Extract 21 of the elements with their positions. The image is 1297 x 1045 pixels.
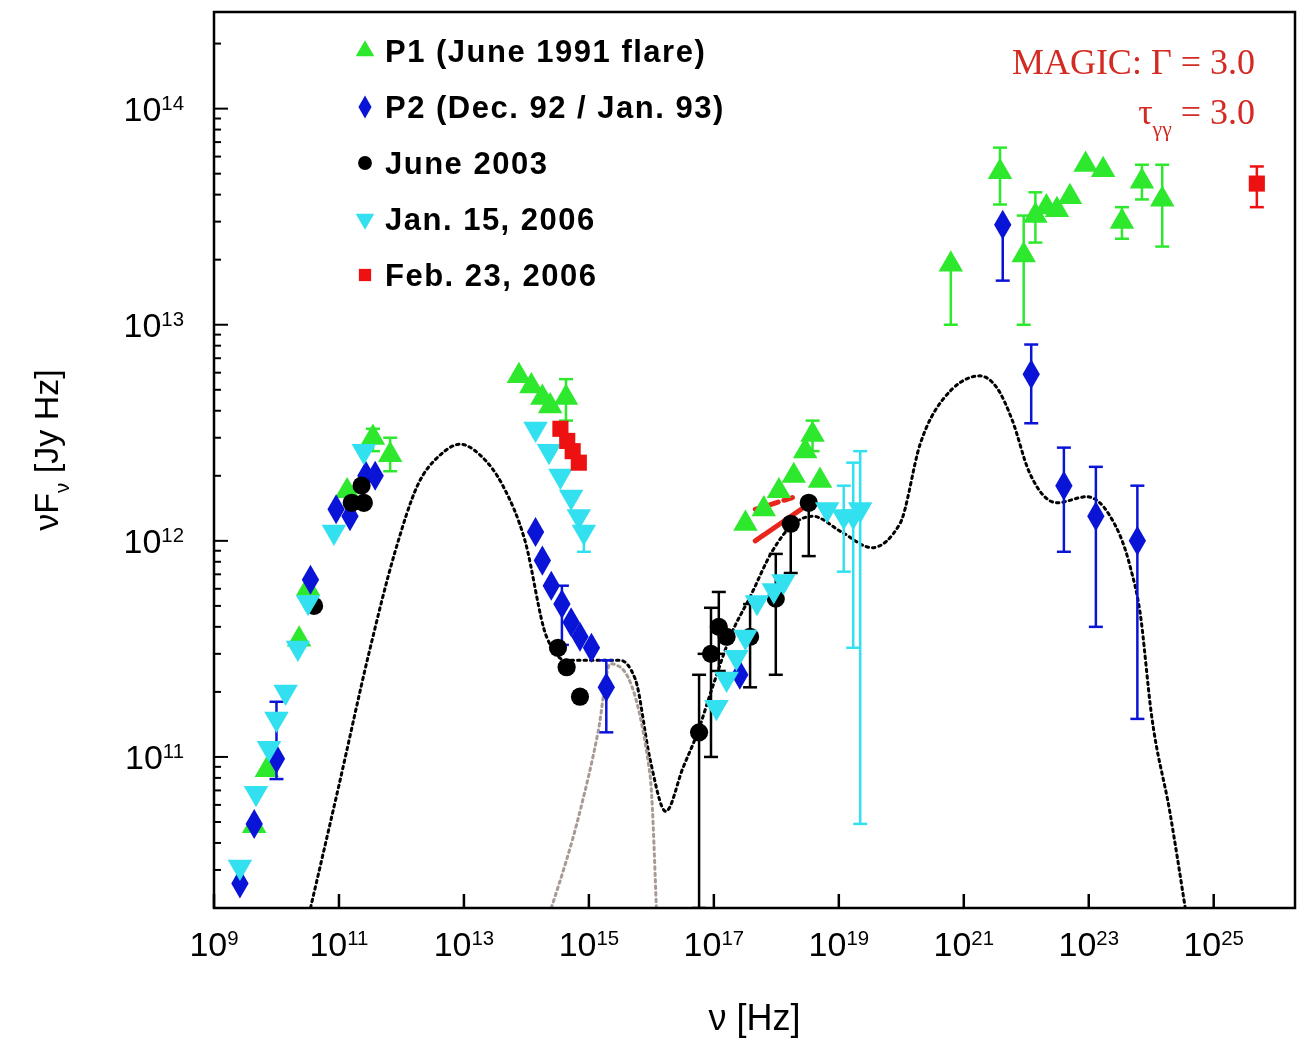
x-axis-title: ν [Hz]	[708, 997, 801, 1038]
y-tick-label: 10$^{12}$	[123, 521, 184, 560]
x-tick-label: 10$^{11}$	[309, 925, 369, 963]
x-tick-label: 10$^{13}$	[433, 925, 495, 963]
legend-label: P2 (Dec. 92 / Jan. 93)	[385, 90, 725, 125]
x-tick-label: 10$^{19}$	[808, 925, 870, 963]
x-tick-label: 10$^{15}$	[558, 925, 620, 963]
legend-label: June 2003	[385, 146, 549, 181]
x-tick-label: 10$^{21}$	[933, 925, 995, 963]
y-tick-label: 10$^{13}$	[123, 305, 184, 344]
y-tick-label: 10$^{14}$	[123, 89, 184, 128]
annotation: MAGIC: Γ = 3.0	[1011, 42, 1255, 82]
y-tick-label: 10$^{11}$	[125, 737, 184, 776]
x-tick-label: 10$^{25}$	[1183, 925, 1244, 963]
legend-label: Feb. 23, 2006	[385, 258, 598, 293]
x-tick-label: 10$^{9}$	[189, 925, 239, 963]
legend-label: P1 (June 1991 flare)	[385, 34, 707, 69]
legend-label: Jan. 15, 2006	[385, 202, 596, 237]
x-tick-label: 10$^{23}$	[1058, 925, 1119, 963]
annotation: τ$_{γγ}$ = 3.0	[1138, 92, 1255, 141]
x-tick-label: 10$^{17}$	[683, 925, 745, 963]
